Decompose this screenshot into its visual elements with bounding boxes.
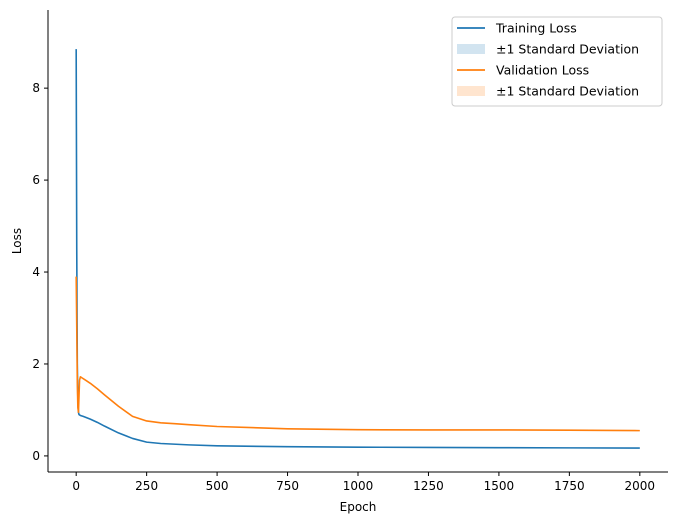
legend-label: ±1 Standard Deviation [496,84,639,99]
y-tick-label: 6 [32,173,40,187]
x-tick-label: 2000 [625,479,656,493]
x-tick-label: 500 [206,479,229,493]
x-tick-label: 1000 [343,479,374,493]
legend-label: Validation Loss [496,63,589,78]
series-line-0 [75,49,640,449]
legend-swatch-band [457,86,485,96]
y-axis-label: Loss [10,228,24,254]
x-tick-label: 1250 [413,479,444,493]
x-axis-label: Epoch [340,500,377,514]
y-tick-label: 8 [32,81,40,95]
x-ticks: 0 250 500 750 1000 1250 1500 1750 2000 [72,472,655,493]
x-tick-label: 0 [72,479,80,493]
legend-swatch-band [457,44,485,54]
legend-label: Training Loss [495,21,577,36]
x-tick-label: 250 [135,479,158,493]
series-layer [75,49,640,449]
y-tick-label: 4 [32,265,40,279]
x-tick-label: 750 [276,479,299,493]
x-tick-label: 1750 [554,479,585,493]
y-ticks: 0 2 4 6 8 [32,81,48,463]
legend-frame [451,16,663,107]
legend-label: ±1 Standard Deviation [496,42,639,57]
series-line-2 [75,276,640,432]
y-tick-label: 2 [32,357,40,371]
y-tick-label: 0 [32,449,40,463]
x-tick-label: 1500 [484,479,515,493]
legend: Training Loss ±1 Standard Deviation Valida… [451,16,663,107]
